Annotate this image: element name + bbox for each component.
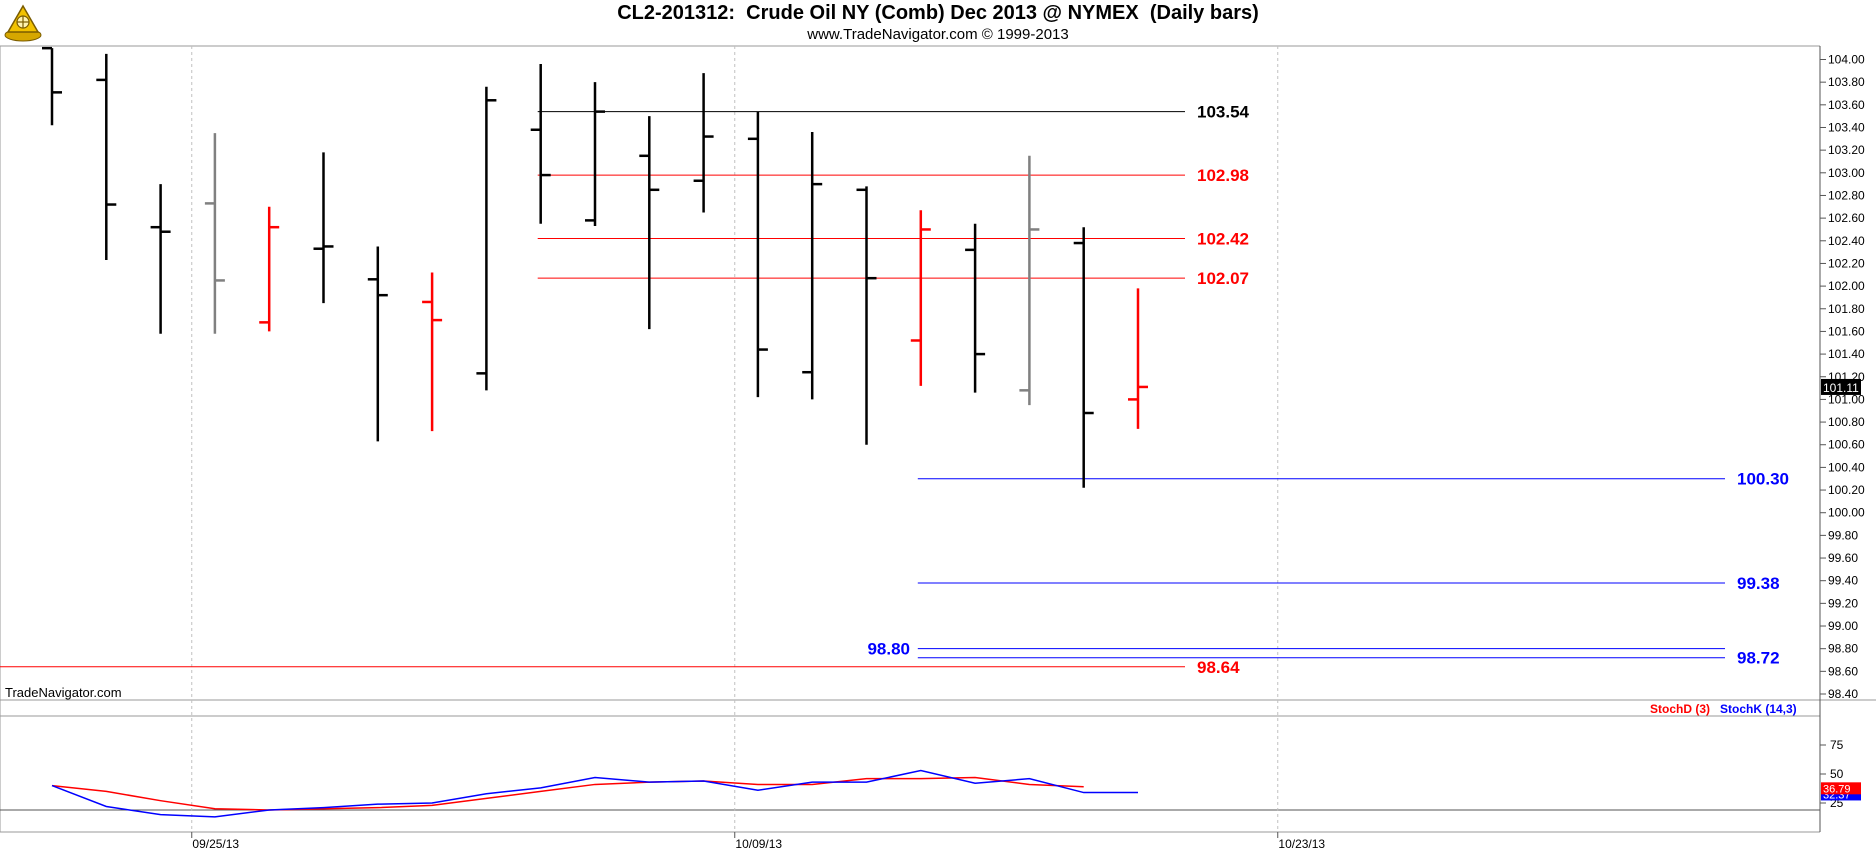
price-tick-label: 99.40 bbox=[1828, 574, 1858, 588]
last-price-box bbox=[1821, 378, 1861, 395]
price-tick-label: 103.60 bbox=[1828, 98, 1865, 112]
price-tick-label: 100.60 bbox=[1828, 438, 1865, 452]
ohlc-bar bbox=[476, 86, 497, 391]
trade-navigator-logo bbox=[2, 2, 44, 44]
date-tick-label: 10/23/13 bbox=[1278, 837, 1325, 851]
stoch-series-line bbox=[51, 776, 1084, 811]
ohlc-bar bbox=[585, 82, 605, 227]
chart-header: CL2-201312: Crude Oil NY (Comb) Dec 2013… bbox=[0, 0, 1876, 46]
level-label: 102.07 bbox=[1197, 269, 1249, 288]
price-tick-label: 102.60 bbox=[1828, 211, 1865, 225]
date-tick-label: 09/25/13 bbox=[192, 837, 239, 851]
ohlc-bar bbox=[802, 132, 823, 400]
stoch-tick-label: 75 bbox=[1830, 738, 1844, 752]
price-tick-label: 102.00 bbox=[1828, 279, 1865, 293]
ohlc-bar bbox=[96, 53, 117, 261]
level-label: 103.54 bbox=[1197, 103, 1250, 122]
price-tick-label: 102.20 bbox=[1828, 256, 1865, 270]
ohlc-bar bbox=[313, 152, 334, 304]
price-tick-label: 100.40 bbox=[1828, 460, 1865, 474]
ohlc-bar bbox=[367, 246, 388, 442]
price-tick-label: 101.00 bbox=[1828, 392, 1865, 406]
watermark-text: TradeNavigator.com bbox=[5, 685, 122, 700]
ohlc-bar bbox=[204, 133, 225, 334]
ohlc-bar bbox=[910, 210, 931, 386]
price-tick-label: 98.60 bbox=[1828, 664, 1858, 678]
level-label: 102.42 bbox=[1197, 230, 1249, 249]
price-tick-label: 99.80 bbox=[1828, 528, 1858, 542]
stochd-last-box bbox=[1821, 782, 1861, 795]
chart-title: CL2-201312: Crude Oil NY (Comb) Dec 2013… bbox=[617, 2, 1259, 24]
date-tick-label: 10/09/13 bbox=[735, 837, 782, 851]
price-tick-label: 103.40 bbox=[1828, 120, 1865, 134]
price-tick-label: 99.00 bbox=[1828, 619, 1858, 633]
price-tick-label: 101.40 bbox=[1828, 347, 1865, 361]
price-tick-label: 102.80 bbox=[1828, 188, 1865, 202]
price-tick-label: 102.40 bbox=[1828, 234, 1865, 248]
ohlc-bar bbox=[693, 73, 714, 213]
price-tick-label: 100.00 bbox=[1828, 506, 1865, 520]
stochd-last-label: 36.79 bbox=[1823, 783, 1851, 795]
level-label: 100.30 bbox=[1737, 470, 1789, 489]
price-tick-label: 100.20 bbox=[1828, 483, 1865, 497]
ohlc-bar bbox=[1128, 288, 1148, 429]
level-label: 98.80 bbox=[867, 640, 910, 659]
ohlc-bar bbox=[639, 116, 660, 330]
level-label: 98.72 bbox=[1737, 649, 1780, 668]
price-tick-label: 103.00 bbox=[1828, 166, 1865, 180]
stoch-tick-label: 50 bbox=[1830, 767, 1844, 781]
price-tick-label: 100.80 bbox=[1828, 415, 1865, 429]
ohlc-bar bbox=[42, 46, 62, 126]
ohlc-bar bbox=[422, 272, 443, 432]
price-tick-label: 99.20 bbox=[1828, 596, 1858, 610]
ohlc-bar bbox=[1073, 227, 1094, 488]
price-tick-label: 99.60 bbox=[1828, 551, 1858, 565]
ohlc-bar bbox=[965, 223, 986, 393]
price-tick-label: 103.80 bbox=[1828, 75, 1865, 89]
legend-stochk: StochK (14,3) bbox=[1720, 702, 1797, 716]
ohlc-bar bbox=[856, 186, 877, 445]
legend-stochd: StochD (3) bbox=[1650, 702, 1710, 716]
stoch-series-line bbox=[51, 769, 1138, 818]
ohlc-bar bbox=[747, 111, 768, 398]
price-tick-label: 103.20 bbox=[1828, 143, 1865, 157]
price-tick-label: 98.40 bbox=[1828, 687, 1858, 701]
price-tick-label: 101.80 bbox=[1828, 302, 1865, 316]
last-price-label: 101.11 bbox=[1823, 381, 1859, 395]
ohlc-bar bbox=[530, 64, 551, 224]
chart-subtitle: www.TradeNavigator.com © 1999-2013 bbox=[807, 26, 1069, 43]
price-tick-label: 101.60 bbox=[1828, 324, 1865, 338]
price-tick-label: 104.00 bbox=[1828, 53, 1865, 67]
price-tick-label: 98.80 bbox=[1828, 642, 1858, 656]
level-label: 99.38 bbox=[1737, 574, 1780, 593]
level-label: 102.98 bbox=[1197, 166, 1249, 185]
ohlc-bar bbox=[1019, 155, 1040, 406]
ohlc-bar bbox=[150, 184, 171, 334]
level-label: 98.64 bbox=[1197, 658, 1240, 677]
ohlc-bar bbox=[259, 206, 280, 332]
